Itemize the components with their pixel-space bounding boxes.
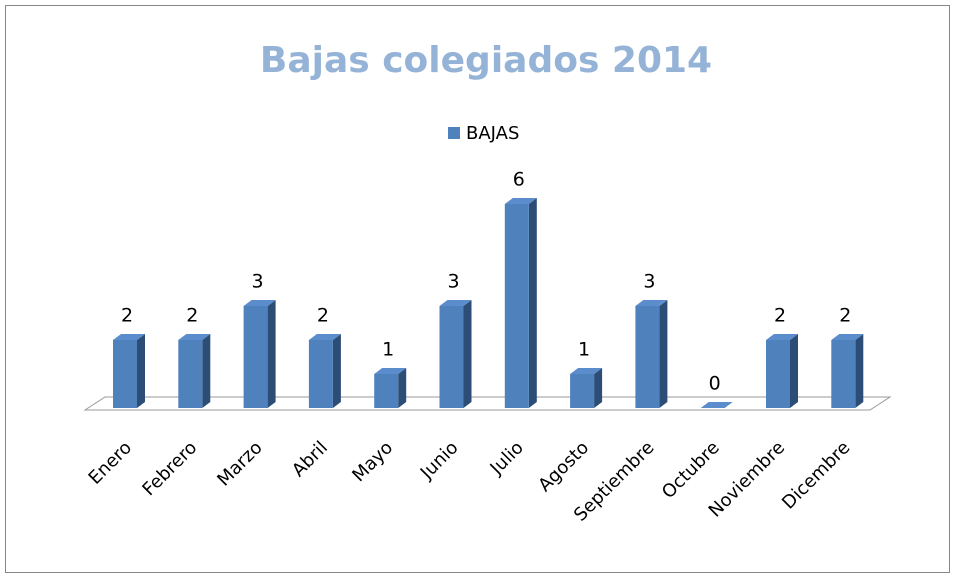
- data-label: 2: [121, 305, 133, 327]
- bar-side: [202, 334, 211, 408]
- data-label: 2: [317, 305, 329, 327]
- bar-side: [463, 300, 472, 408]
- data-label: 0: [709, 373, 721, 395]
- bar-top: [570, 368, 603, 374]
- bar-side: [528, 198, 537, 408]
- data-label: 1: [382, 339, 394, 361]
- bar-top: [113, 334, 145, 340]
- bar: [178, 340, 203, 408]
- bar-side: [332, 334, 341, 408]
- bar: [439, 306, 464, 408]
- bar-top: [766, 334, 798, 340]
- bar: [308, 340, 333, 408]
- legend-swatch: [448, 127, 460, 139]
- data-label: 3: [252, 271, 264, 293]
- bar-side: [137, 334, 145, 408]
- bar-side: [398, 368, 407, 408]
- bar: [570, 374, 595, 408]
- bar: [766, 340, 790, 408]
- bar-side: [790, 334, 798, 408]
- data-label: 6: [513, 169, 525, 191]
- data-label: 3: [447, 271, 459, 293]
- data-label: 2: [839, 305, 851, 327]
- bar-top: [635, 300, 668, 306]
- bar-top: [504, 198, 537, 204]
- bar: [504, 204, 529, 408]
- bar: [635, 306, 660, 408]
- bar-top: [831, 334, 864, 340]
- floor: [83, 396, 892, 411]
- bar-top: [243, 300, 276, 306]
- bar-side: [659, 300, 668, 408]
- chart-frame: [5, 5, 950, 573]
- bar: [374, 374, 399, 408]
- chart-title: Bajas colegiados 2014: [260, 40, 712, 81]
- data-label: 2: [186, 305, 198, 327]
- bar-side: [855, 334, 864, 408]
- data-label: 1: [578, 339, 590, 361]
- bar: [113, 340, 137, 408]
- data-label: 3: [643, 271, 655, 293]
- bar-top: [178, 334, 211, 340]
- bar-top: [439, 300, 472, 306]
- bar-side: [594, 368, 603, 408]
- bar: [831, 340, 856, 408]
- bar-top: [700, 402, 733, 408]
- bar-top: [308, 334, 341, 340]
- data-label: 2: [774, 305, 786, 327]
- bar-top: [374, 368, 407, 374]
- legend-label: BAJAS: [466, 123, 519, 144]
- bar: [243, 306, 268, 408]
- bar-side: [267, 300, 276, 408]
